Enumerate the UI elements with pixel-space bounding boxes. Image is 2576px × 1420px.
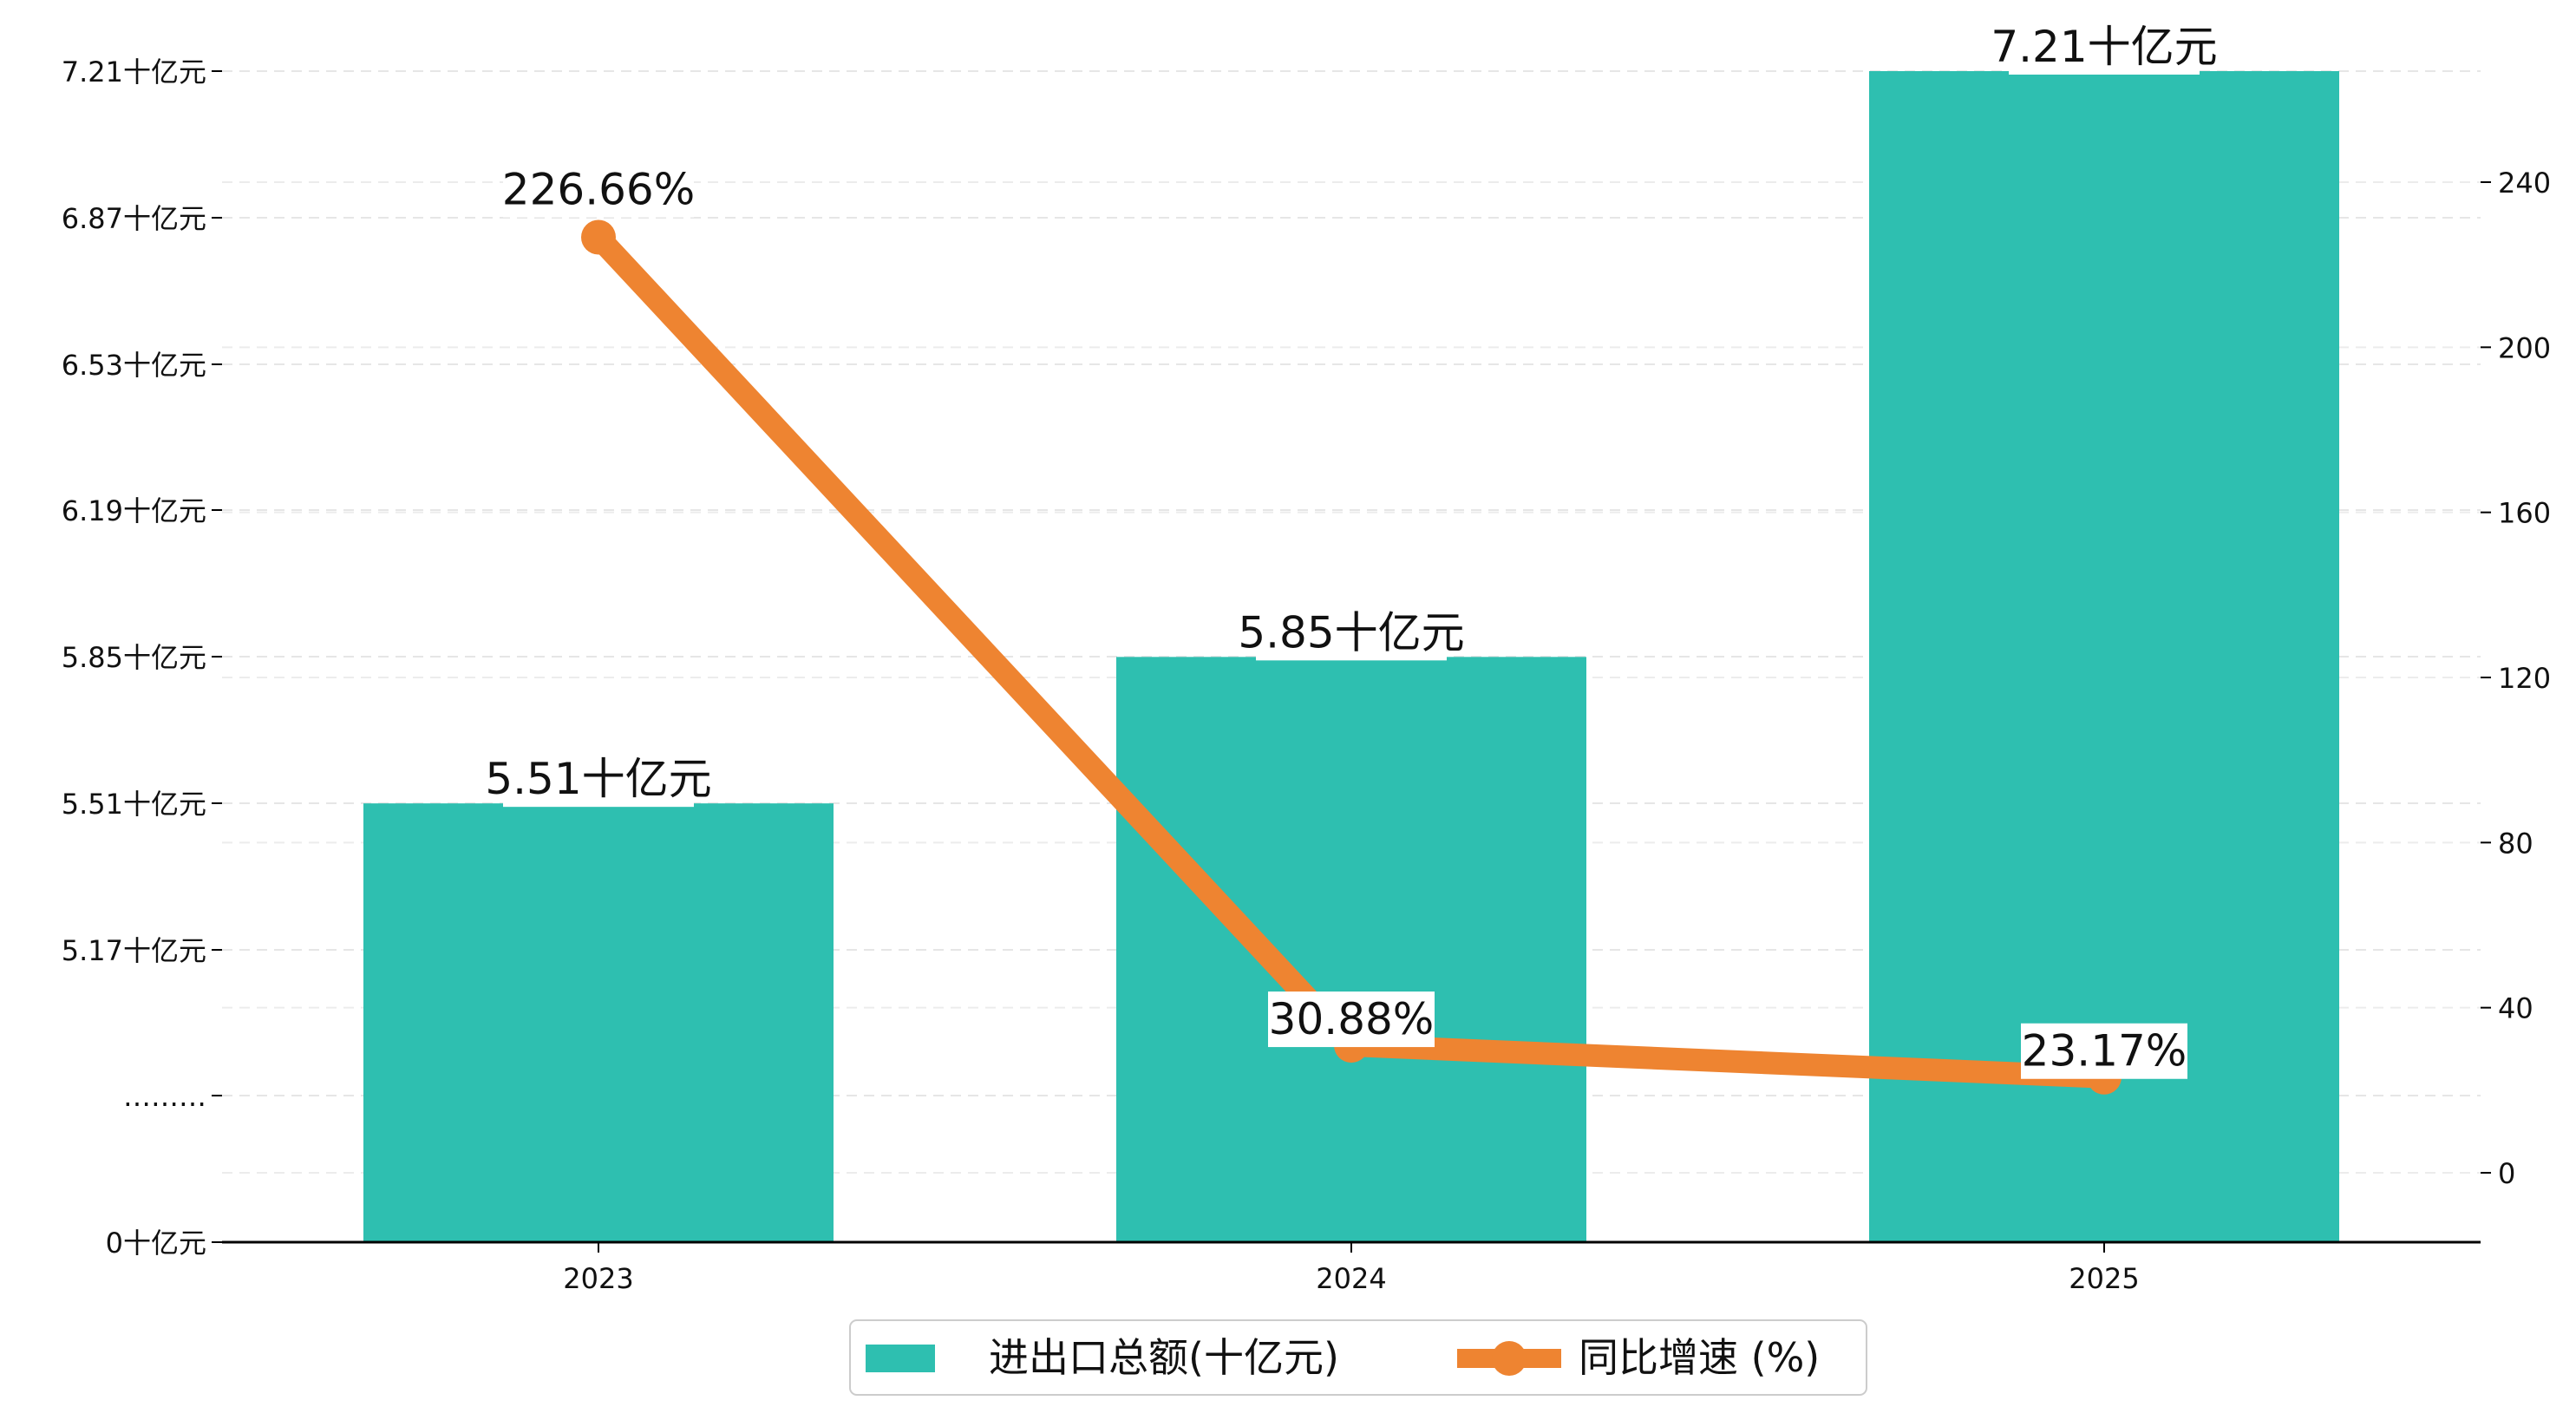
left-tick-label-7: 6.87十亿元 bbox=[62, 202, 206, 235]
right-tick-label-3: 120 bbox=[2498, 662, 2551, 695]
left-tick-label-5: 6.19十亿元 bbox=[62, 494, 206, 527]
bar-value-label-2025: 7.21十亿元 bbox=[1991, 22, 2217, 72]
left-tick-label-2: 5.17十亿元 bbox=[62, 934, 206, 967]
x-tick-label-2024: 2024 bbox=[1316, 1262, 1386, 1295]
bar-value-label-2024: 5.85十亿元 bbox=[1238, 607, 1464, 658]
left-tick-label-4: 5.85十亿元 bbox=[62, 641, 206, 674]
right-tick-label-5: 200 bbox=[2498, 331, 2551, 364]
growth-rate-point-2023 bbox=[581, 219, 616, 255]
bar-series bbox=[363, 71, 2339, 1242]
left-tick-label-3: 5.51十亿元 bbox=[62, 788, 206, 821]
line-value-label-2023-box bbox=[503, 161, 694, 218]
line-value-label-2025-group: 23.17% bbox=[2021, 1023, 2187, 1079]
bar-value-label-2024-group: 5.85十亿元 bbox=[1238, 605, 1465, 661]
bar-2023 bbox=[363, 803, 834, 1242]
legend-swatch-bar bbox=[866, 1345, 935, 1372]
left-tick-label-6: 6.53十亿元 bbox=[62, 349, 206, 382]
legend-label-line: 同比增速 (%) bbox=[1579, 1334, 1820, 1381]
right-tick-label-6: 240 bbox=[2498, 167, 2551, 200]
line-value-label-2025: 23.17% bbox=[2022, 1026, 2187, 1076]
right-tick-label-2: 80 bbox=[2498, 827, 2534, 860]
legend-label-bar: 进出口总额(十亿元) bbox=[989, 1334, 1339, 1381]
legend-swatch-line-marker bbox=[1492, 1341, 1527, 1376]
line-value-label-2024-box bbox=[1268, 991, 1435, 1048]
bar-2024 bbox=[1116, 657, 1586, 1242]
line-value-label-2024: 30.88% bbox=[1269, 994, 1435, 1044]
legend-box bbox=[849, 1319, 1867, 1396]
bar-value-label-2023-group: 5.51十亿元 bbox=[485, 751, 712, 808]
line-value-label-2024-group: 30.88% bbox=[1268, 991, 1435, 1048]
left-tick-label-8: 7.21十亿元 bbox=[62, 56, 206, 88]
line-value-label-2023: 226.66% bbox=[502, 164, 695, 214]
bar-value-label-2025-group: 7.21十亿元 bbox=[1991, 19, 2218, 75]
bar-value-label-2023-box bbox=[503, 751, 694, 808]
data-labels: 5.51十亿元 5.85十亿元 7.21十亿元 226.66% 30.88% 23.17% bbox=[485, 19, 2218, 1079]
right-tick-label-4: 160 bbox=[2498, 497, 2551, 530]
legend: 进出口总额(十亿元) 同比增速 (%) bbox=[849, 1319, 1867, 1396]
left-tick-label-0: 0十亿元 bbox=[106, 1227, 206, 1260]
bar-value-label-2024-box bbox=[1256, 605, 1447, 661]
line-value-label-2025-box bbox=[2021, 1023, 2187, 1079]
bar-value-label-2025-box bbox=[2009, 19, 2200, 75]
bar-value-label-2023: 5.51十亿元 bbox=[485, 754, 711, 804]
x-tick-label-2023: 2023 bbox=[563, 1262, 633, 1295]
line-value-label-2023-group: 226.66% bbox=[502, 161, 695, 218]
right-tick-label-0: 0 bbox=[2498, 1157, 2515, 1190]
right-tick-label-1: 40 bbox=[2498, 992, 2534, 1025]
left-tick-label-1: ……… bbox=[123, 1080, 206, 1113]
x-tick-label-2025: 2025 bbox=[2069, 1262, 2139, 1295]
axes: 0十亿元 ……… 5.17十亿元 5.51十亿元 5.85十亿元 6.19十亿元 6.53十… bbox=[62, 56, 2551, 1295]
